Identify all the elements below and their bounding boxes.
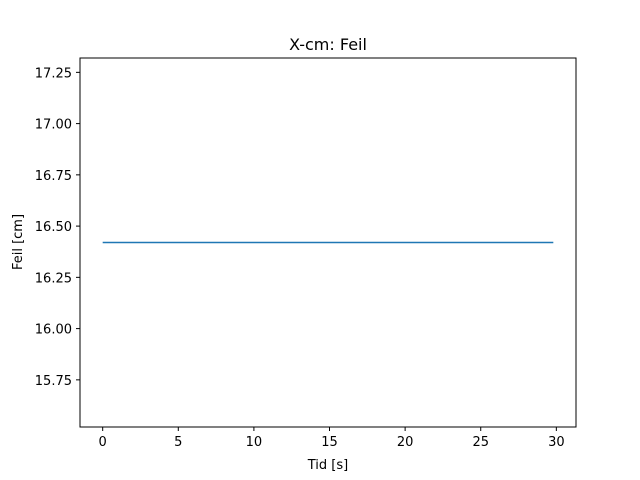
plot-area [79, 57, 577, 428]
x-axis: 0 5 10 15 20 25 30 [99, 427, 565, 450]
x-tick-label: 15 [321, 435, 338, 450]
x-tick-label: 30 [548, 435, 565, 450]
x-tick-label: 10 [246, 435, 263, 450]
x-tick-label: 0 [99, 435, 107, 450]
y-axis: 15.75 16.00 16.25 16.50 16.75 17.00 17.25 [35, 66, 80, 389]
y-axis-label: Feil [cm] [11, 214, 26, 270]
y-tick-label: 17.25 [35, 66, 72, 81]
x-tick-label: 20 [397, 435, 414, 450]
y-tick-label: 16.75 [35, 169, 72, 184]
y-tick-label: 17.00 [35, 118, 72, 133]
y-tick-label: 16.25 [35, 271, 72, 286]
x-axis-label: Tid [s] [307, 458, 348, 473]
y-tick-label: 16.50 [35, 220, 72, 235]
x-tick-label: 25 [472, 435, 489, 450]
chart-title: X-cm: Feil [289, 35, 367, 54]
x-tick-label: 5 [174, 435, 182, 450]
y-tick-label: 15.75 [35, 374, 72, 389]
y-tick-label: 16.00 [35, 323, 72, 338]
